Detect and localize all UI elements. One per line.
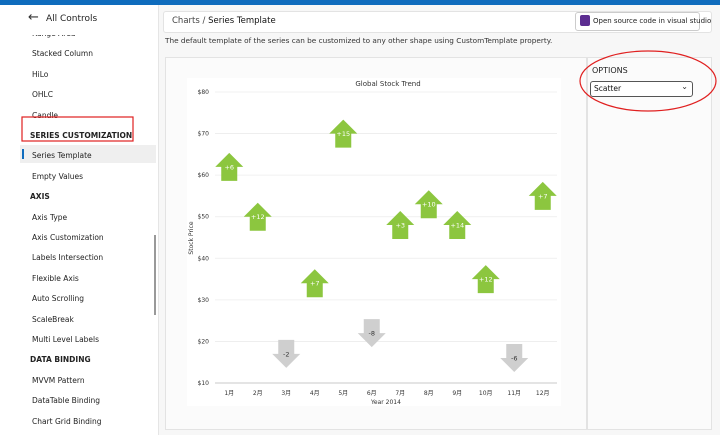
nav-selection <box>20 145 156 164</box>
vs-button-label: Open source code in visual studio <box>593 17 712 25</box>
nav-item[interactable]: Chart Grid Binding <box>32 416 102 426</box>
breadcrumb: Charts / Series Template <box>172 16 276 26</box>
nav-item[interactable]: Labels Intersection <box>32 253 104 263</box>
nav-item[interactable]: Stacked Column <box>32 49 93 59</box>
nav-item[interactable]: Multi Level Labels <box>32 335 100 344</box>
nav-list: Range AreaStacked ColumnHiLoOHLCCandleSE… <box>0 5 158 435</box>
options-dropdown[interactable]: Scatter ⌄ <box>590 81 693 97</box>
nav-item[interactable]: Empty Values <box>32 171 84 181</box>
back-label: All Controls <box>46 14 98 24</box>
nav-item[interactable]: ScaleBreak <box>32 314 74 324</box>
content-card <box>165 57 587 430</box>
nav-section-header: AXIS <box>30 192 50 202</box>
options-panel <box>587 57 712 430</box>
vs-icon <box>580 15 590 26</box>
dropdown-value: Scatter <box>594 84 622 93</box>
nav-item[interactable]: Axis Type <box>32 212 68 222</box>
nav-item[interactable]: MVVM Pattern <box>32 375 85 385</box>
nav-item[interactable]: HiLo <box>32 69 49 79</box>
nav-item[interactable]: Axis Customization <box>32 233 104 242</box>
scrollbar <box>154 235 156 315</box>
nav-section-header: DATA BINDING <box>30 355 91 365</box>
options-title: OPTIONS <box>592 66 628 75</box>
nav-item[interactable]: Candle <box>32 110 59 120</box>
dropdown-caret: ⌄ <box>681 82 688 91</box>
nav-item[interactable]: Series Template <box>32 151 92 161</box>
page-title: Series Template <box>208 16 276 26</box>
sidebar: Range AreaStacked ColumnHiLoOHLCCandleSE… <box>0 5 159 435</box>
header-card <box>163 11 712 33</box>
vs-button[interactable]: Open source code in visual studio <box>575 12 711 31</box>
breadcrumb-root[interactable]: Charts / <box>172 16 209 26</box>
nav-item[interactable]: Flexible Axis <box>32 273 79 283</box>
back-arrow: ← <box>28 10 39 25</box>
description: The default template of the series can b… <box>165 36 553 45</box>
nav-item[interactable]: DataTable Binding <box>32 396 101 406</box>
top-bar <box>0 0 720 5</box>
nav-item[interactable]: OHLC <box>32 90 53 100</box>
nav-indicator <box>22 149 24 160</box>
back-header[interactable]: ← All Controls <box>0 5 158 35</box>
nav-item[interactable]: Auto Scrolling <box>32 294 84 304</box>
nav-section-header: SERIES CUSTOMIZATION <box>30 131 133 140</box>
